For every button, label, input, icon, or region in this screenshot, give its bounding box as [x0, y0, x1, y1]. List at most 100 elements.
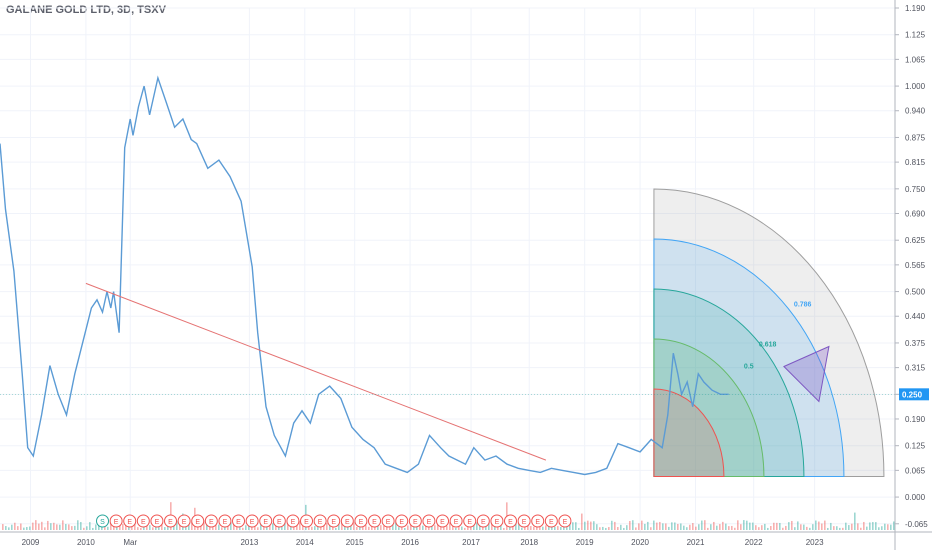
volume-bar — [188, 523, 190, 530]
volume-bar — [86, 526, 88, 530]
volume-bar — [818, 521, 820, 530]
volume-bar — [50, 523, 52, 530]
event-marker — [327, 514, 341, 528]
volume-bar — [437, 524, 439, 530]
volume-bar — [743, 520, 745, 530]
volume-bar — [497, 525, 499, 530]
volume-bar — [521, 527, 523, 530]
volume-bar — [23, 527, 25, 530]
volume-bar — [209, 526, 211, 530]
volume-bar — [542, 526, 544, 530]
volume-bar — [782, 527, 784, 530]
event-marker — [136, 514, 150, 528]
volume-bar — [848, 525, 850, 530]
y-tick-label: 1.190 — [905, 4, 926, 13]
volume-bar — [395, 522, 397, 530]
volume-bar — [227, 525, 229, 530]
volume-bar — [404, 527, 406, 530]
event-marker-label: E — [331, 519, 336, 526]
volume-bar — [728, 526, 730, 530]
volume-bar — [77, 520, 79, 530]
event-marker-label: E — [467, 519, 472, 526]
volume-bar — [605, 527, 607, 530]
volume-bar — [788, 522, 790, 530]
volume-bar — [857, 523, 859, 530]
y-tick-label: 0.375 — [905, 339, 926, 348]
y-tick-label: 0.500 — [905, 288, 926, 297]
volume-bar — [260, 522, 262, 530]
volume-bar — [596, 524, 598, 530]
x-tick-label: 2023 — [806, 538, 824, 547]
volume-bar — [329, 525, 331, 530]
gann-fan-band — [653, 288, 805, 478]
event-marker-label: E — [563, 519, 568, 526]
volume-bar — [716, 525, 718, 530]
volume-bar — [218, 524, 220, 530]
x-tick-label: 2021 — [687, 538, 705, 547]
event-marker — [558, 514, 572, 528]
volume-bar — [38, 523, 40, 530]
volume-bar — [26, 527, 28, 530]
volume-bar — [752, 522, 754, 530]
event-marker-label: E — [141, 519, 146, 526]
event-marker-label: E — [291, 519, 296, 526]
volume-bar — [737, 520, 739, 530]
volume-bar — [245, 525, 247, 530]
y-tick-label: 0.690 — [905, 209, 926, 218]
event-marker — [463, 514, 477, 528]
last-price-label: 0.250 — [902, 390, 923, 399]
event-marker — [313, 514, 327, 528]
volume-bar — [608, 527, 610, 530]
volume-bar — [578, 527, 580, 530]
volume-bar — [29, 526, 31, 530]
volume-bar — [824, 520, 826, 530]
volume-bar — [419, 521, 421, 530]
x-tick-label: 2017 — [462, 538, 480, 547]
volume-bar — [809, 527, 811, 530]
gann-fan[interactable]: 0.5 0.618 0.786 — [653, 188, 885, 478]
volume-bar — [611, 520, 613, 530]
volume-bar — [776, 522, 778, 530]
volume-bar — [98, 524, 100, 530]
gann-fan-band — [653, 388, 725, 478]
event-marker-label: E — [440, 519, 445, 526]
volume-bar — [347, 525, 349, 530]
volume-bar — [593, 521, 595, 530]
volume-bar — [68, 524, 70, 530]
volume-bar — [350, 523, 352, 530]
volume-bar — [455, 527, 457, 530]
volume-bar — [650, 527, 652, 530]
event-marker — [300, 514, 314, 528]
event-marker — [395, 514, 409, 528]
series-layer — [0, 75, 895, 476]
x-tick-label: 2020 — [631, 538, 649, 547]
volume-bar — [341, 520, 343, 530]
event-marker-label: E — [114, 519, 119, 526]
volume-bar — [698, 524, 700, 530]
y-tick-label: 0.440 — [905, 312, 926, 321]
volume-bar — [734, 527, 736, 530]
volume-bar — [866, 526, 868, 530]
volume-bar — [323, 524, 325, 530]
volume-bar — [674, 522, 676, 530]
event-marker — [191, 514, 205, 528]
event-marker-label: E — [304, 519, 309, 526]
volume-bar — [236, 526, 238, 530]
volume-bar — [122, 524, 124, 530]
y-tick-label: 0.190 — [905, 415, 926, 424]
volume-bar — [326, 523, 328, 530]
volume-bar — [890, 524, 892, 530]
volume-bar — [248, 524, 250, 530]
volume-bar — [131, 526, 133, 530]
event-marker-label: E — [359, 519, 364, 526]
volume-bar — [581, 513, 583, 530]
volume-bar — [461, 526, 463, 530]
volume-bar — [401, 527, 403, 530]
volume-bar — [722, 521, 724, 530]
event-marker-label: E — [386, 519, 391, 526]
event-marker-label: E — [427, 519, 432, 526]
volume-bar — [299, 520, 301, 530]
